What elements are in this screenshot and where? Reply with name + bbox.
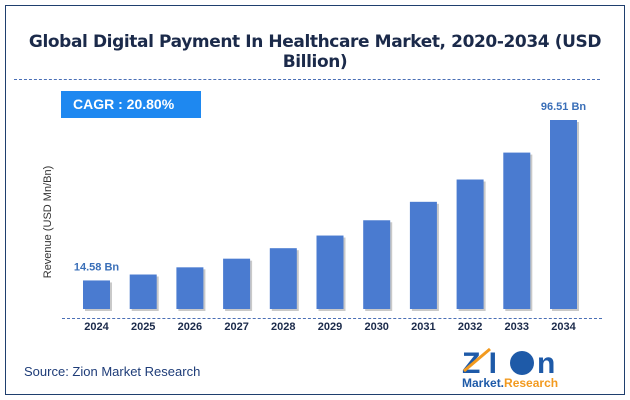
bar-2033 — [503, 152, 531, 309]
source-text: Source: Zion Market Research — [24, 364, 201, 379]
x-tick-label: 2027 — [224, 321, 248, 333]
bar-2026 — [176, 267, 204, 309]
svg-text:n: n — [537, 347, 555, 380]
data-label: 96.51 Bn — [541, 101, 587, 113]
chart-title: Global Digital Payment In Healthcare Mar… — [28, 32, 602, 72]
bar-2034 — [550, 120, 577, 309]
x-axis-line — [62, 318, 602, 319]
x-tick-label: 2028 — [271, 321, 295, 333]
x-tick-label: 2029 — [318, 321, 342, 333]
bar-2028 — [269, 248, 297, 309]
data-label: 14.58 Bn — [74, 261, 120, 273]
title-divider — [14, 79, 600, 80]
x-tick-label: 2024 — [84, 321, 109, 333]
x-tick-label: 2031 — [411, 321, 435, 333]
x-tick-label: 2025 — [131, 321, 155, 333]
bar-2024 — [83, 280, 110, 309]
globe-icon — [510, 351, 534, 375]
bar-2032 — [456, 179, 484, 309]
logo-text-main: Z I — [462, 347, 497, 380]
svg-text:Market.Research: Market.Research — [462, 376, 558, 390]
x-tick-label: 2033 — [505, 321, 529, 333]
arrow-icon — [463, 347, 491, 373]
x-tick-label: 2030 — [364, 321, 388, 333]
bar-2027 — [223, 258, 251, 309]
x-tick-label: 2032 — [458, 321, 482, 333]
x-tick-label: 2034 — [551, 321, 576, 333]
bar-2030 — [363, 220, 391, 309]
bar-2031 — [409, 201, 437, 309]
cagr-badge: CAGR : 20.80% — [61, 91, 201, 118]
bar-2025 — [129, 274, 157, 309]
zion-logo: Z I n Market.Research — [462, 347, 558, 390]
bar-2029 — [316, 235, 344, 309]
x-tick-label: 2026 — [178, 321, 202, 333]
